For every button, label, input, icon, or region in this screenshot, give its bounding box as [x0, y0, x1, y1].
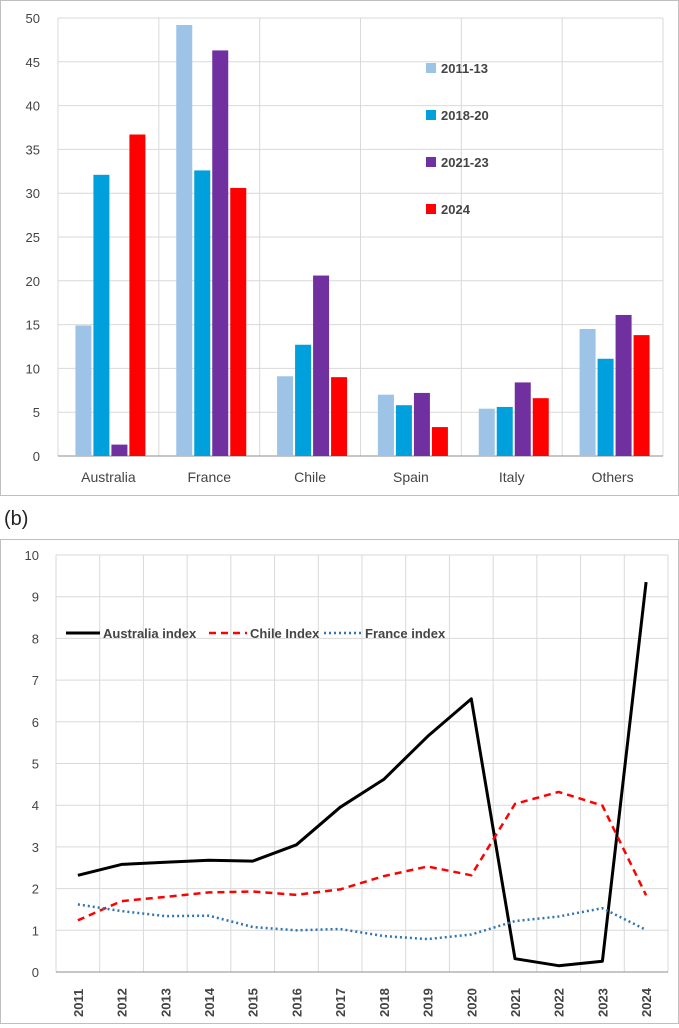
- x-tick-label: 2017: [333, 988, 348, 1017]
- y-tick-label: 7: [32, 673, 39, 688]
- bar-spain-2024: [432, 427, 448, 456]
- y-tick-label: 35: [26, 142, 40, 157]
- legend-label: Chile Index: [250, 626, 320, 641]
- x-tick-label: 2019: [421, 988, 436, 1017]
- legend-label: France index: [365, 626, 446, 641]
- legend-swatch: [426, 63, 436, 73]
- bar-italy-2011-13: [479, 409, 495, 456]
- legend-label: 2024: [441, 202, 471, 217]
- bar-italy-2024: [533, 398, 549, 456]
- y-tick-label: 1: [32, 923, 39, 938]
- x-tick-label: 2013: [158, 988, 173, 1017]
- legend-label: 2018-20: [441, 108, 489, 123]
- bar-italy-2018-20: [497, 407, 513, 456]
- x-tick-label: 2018: [377, 988, 392, 1017]
- legend-swatch: [426, 157, 436, 167]
- legend-swatch: [426, 110, 436, 120]
- y-tick-label: 30: [26, 186, 40, 201]
- x-tick-label: 2022: [552, 988, 567, 1017]
- y-tick-label: 20: [26, 274, 40, 289]
- bar-australia-2021-23: [111, 445, 127, 456]
- bar-france-2021-23: [212, 50, 228, 456]
- bar-france-2018-20: [194, 170, 210, 456]
- x-tick-label: 2020: [464, 988, 479, 1017]
- x-tick-label: 2015: [246, 988, 261, 1017]
- y-tick-label: 6: [32, 715, 39, 730]
- x-tick-label: 2024: [639, 987, 654, 1017]
- y-tick-label: 10: [26, 361, 40, 376]
- bar-others-2018-20: [598, 359, 614, 456]
- x-category-label: Italy: [499, 469, 525, 485]
- bar-chile-2011-13: [277, 376, 293, 456]
- x-tick-label: 2011: [71, 989, 86, 1017]
- x-category-label: Australia: [81, 469, 136, 485]
- x-category-label: Others: [592, 469, 634, 485]
- y-tick-label: 8: [32, 631, 39, 646]
- bar-australia-2011-13: [75, 325, 91, 456]
- y-tick-label: 2: [32, 882, 39, 897]
- bar-australia-2018-20: [93, 175, 109, 456]
- y-tick-label: 15: [26, 318, 40, 333]
- bar-spain-2018-20: [396, 405, 412, 456]
- y-tick-label: 40: [26, 99, 40, 114]
- y-tick-label: 0: [33, 449, 40, 464]
- bar-australia-2024: [129, 135, 145, 456]
- x-category-label: Chile: [294, 469, 326, 485]
- bar-france-2011-13: [176, 25, 192, 456]
- x-tick-label: 2014: [202, 987, 217, 1017]
- legend-label: 2011-13: [441, 61, 488, 76]
- y-tick-label: 9: [32, 590, 39, 605]
- bar-chart: 0 5 10 15 20 25 30 35 40 45 50 Australia France Chile…: [1, 1, 678, 495]
- x-category-label: Spain: [393, 469, 429, 485]
- bar-france-2024: [230, 188, 246, 456]
- line-chart-panel: 0 1 2 3 4 5 6 7 8 9 10 2011 2012 2013 2014 2015 2016 2017…: [0, 539, 679, 1024]
- y-tick-label: 0: [32, 965, 39, 980]
- bar-spain-2011-13: [378, 395, 394, 456]
- legend-label: 2021-23: [441, 155, 489, 170]
- y-tick-label: 4: [32, 798, 39, 813]
- y-tick-label: 50: [26, 11, 40, 26]
- bar-chile-2021-23: [313, 276, 329, 456]
- bar-others-2024: [634, 335, 650, 456]
- bar-others-2011-13: [580, 329, 596, 456]
- x-tick-label: 2021: [508, 988, 523, 1017]
- x-category-label: France: [187, 469, 231, 485]
- legend-swatch: [426, 204, 436, 214]
- x-tick-label: 2023: [595, 988, 610, 1017]
- panel-b-label: (b): [4, 508, 28, 531]
- legend-label: Australia index: [103, 626, 197, 641]
- x-tick-label: 2012: [115, 988, 130, 1017]
- bar-chart-panel: 0 5 10 15 20 25 30 35 40 45 50 Australia France Chile…: [0, 0, 679, 496]
- x-tick-label: 2016: [289, 988, 304, 1017]
- y-tick-label: 5: [33, 405, 40, 420]
- y-tick-label: 10: [25, 548, 39, 563]
- y-tick-label: 3: [32, 840, 39, 855]
- bar-chile-2018-20: [295, 345, 311, 456]
- bar-italy-2021-23: [515, 382, 531, 456]
- y-tick-label: 5: [32, 757, 39, 772]
- line-chart: 0 1 2 3 4 5 6 7 8 9 10 2011 2012 2013 2014 2015 2016 2017…: [1, 540, 678, 1023]
- bar-spain-2021-23: [414, 393, 430, 456]
- y-tick-label: 45: [26, 55, 40, 70]
- bar-others-2021-23: [616, 315, 632, 456]
- y-tick-label: 25: [26, 230, 40, 245]
- bar-chile-2024: [331, 377, 347, 456]
